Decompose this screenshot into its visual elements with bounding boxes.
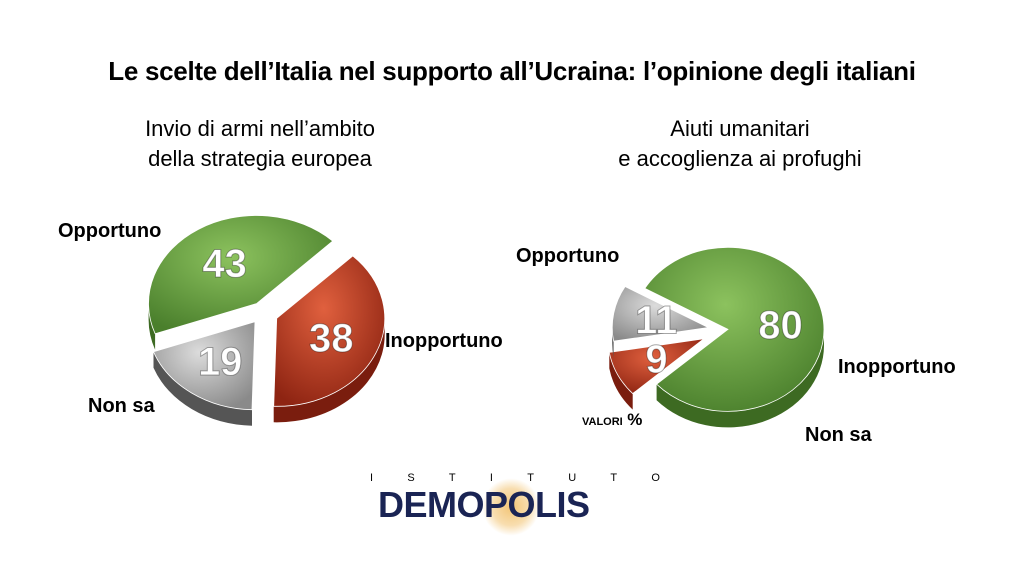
pie-1-value-non-sa: 11 — [635, 299, 677, 343]
pie-0-value-non-sa: 19 — [198, 340, 243, 384]
right-label-non-sa: Non sa — [805, 424, 872, 446]
logo-name: DEMOPOLIS — [378, 484, 590, 525]
logo-letter: T — [448, 472, 456, 484]
logo-letter: I — [489, 472, 493, 484]
logo-letter: I — [370, 472, 374, 484]
demopolis-logo: I S T I T U T O DEMOPOLIS — [370, 472, 670, 542]
pie-0-value-inopportuno: 38 — [309, 316, 354, 360]
unit-note-word: VALORI — [582, 416, 623, 428]
pie-left: 43 38 19 — [148, 215, 386, 426]
left-label-inopportuno: Inopportuno — [385, 330, 503, 352]
unit-note-symbol: % — [627, 410, 643, 429]
unit-note: VALORI % — [582, 410, 642, 430]
pie-1-slice-inopportuno — [608, 338, 706, 395]
logo-letter: O — [651, 472, 660, 484]
logo-burst-icon — [482, 478, 540, 536]
left-label-opportuno: Opportuno — [58, 220, 162, 242]
logo-letter: S — [407, 472, 415, 484]
chart-left-title-line2: della strategia europea — [148, 146, 372, 171]
chart-right-title-line2: e accoglienza ai profughi — [618, 146, 862, 171]
right-label-inopportuno: Inopportuno — [838, 356, 956, 378]
page-title: Le scelte dell’Italia nel supporto all’U… — [108, 56, 916, 86]
logo-letter: T — [527, 472, 534, 484]
chart-left-title: Invio di armi nell’ambito della strategi… — [80, 114, 440, 174]
pie-1-slice-non-sa — [611, 285, 710, 342]
logo-top-letters: I S T I T U T O — [370, 472, 660, 484]
pie-1-slice-inopportuno-side — [609, 352, 633, 410]
chart-right-title: Aiuti umanitari e accoglienza ai profugh… — [570, 114, 910, 174]
chart-right-title-line1: Aiuti umanitari — [670, 116, 810, 141]
chart-left-title-line1: Invio di armi nell’ambito — [145, 116, 375, 141]
pie-0-slice-opportuno-side — [148, 303, 156, 350]
logo-letter: U — [568, 472, 577, 484]
pie-right: 80 911 — [608, 247, 825, 428]
pie-0-slice-inopportuno-side — [273, 318, 385, 423]
pie-1-slice-opportuno — [644, 247, 825, 412]
left-label-non-sa: Non sa — [88, 395, 155, 417]
pie-0-slice-inopportuno — [273, 255, 386, 407]
pie-0-slice-opportuno — [148, 215, 334, 335]
logo-letter: T — [610, 472, 618, 484]
pie-0-value-opportuno: 43 — [202, 242, 247, 286]
pie-1-value-opportuno: 80 — [758, 304, 803, 348]
pie-0-slice-non-sa — [152, 321, 256, 411]
right-label-opportuno: Opportuno — [516, 245, 620, 267]
pie-1-value-inopportuno: 9 — [645, 337, 667, 381]
pie-1-slice-opportuno-side — [656, 329, 824, 428]
